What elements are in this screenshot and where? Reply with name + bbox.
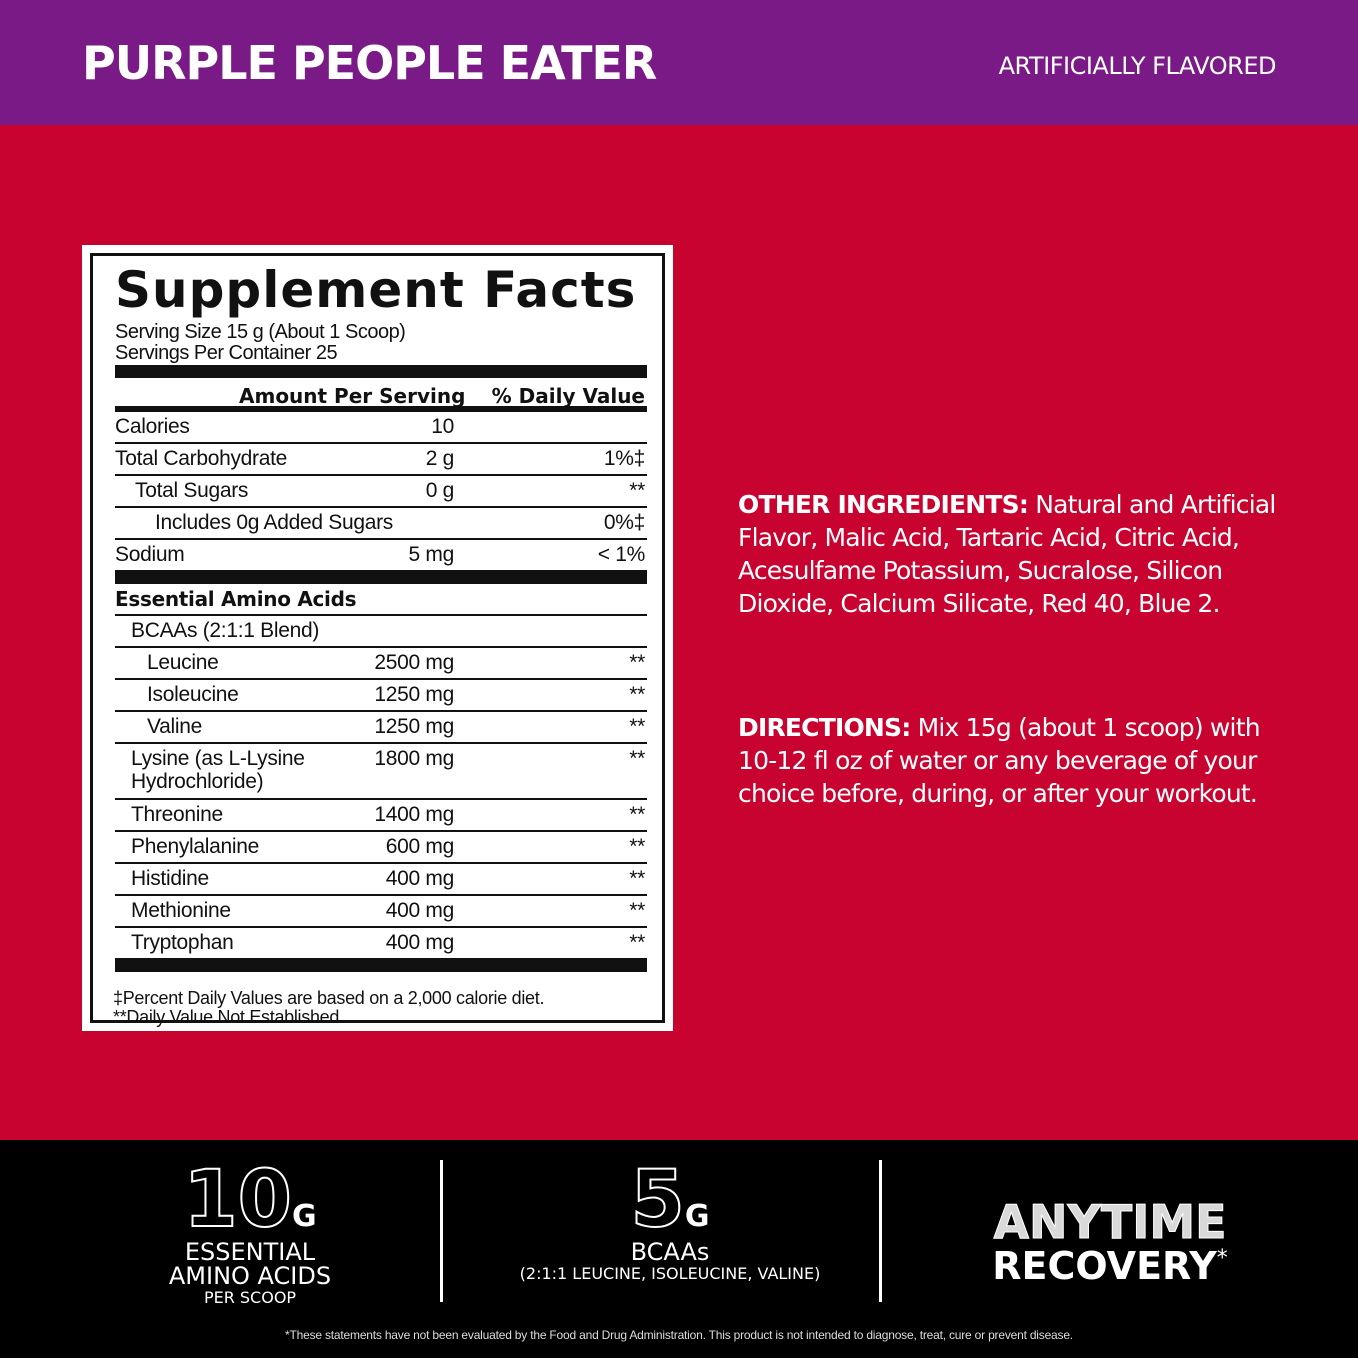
nutrient-name: Leucine: [147, 651, 219, 674]
nutrient-daily-value: **: [629, 803, 645, 826]
feature-footer: 10G ESSENTIAL AMINO ACIDS PER SCOOP 5G B…: [0, 1140, 1358, 1358]
nutrient-daily-value: **: [629, 683, 645, 706]
directions-label: DIRECTIONS:: [738, 713, 911, 742]
nutrient-name: Sodium: [115, 543, 185, 566]
nutrient-amount: 1250 mg: [374, 683, 454, 706]
nutrient-daily-value: **: [629, 899, 645, 922]
eaa-feature: 10G ESSENTIAL AMINO ACIDS PER SCOOP: [110, 1159, 390, 1307]
nutrient-daily-value: **: [629, 747, 645, 770]
nutrient-name: Lysine (as L-Lysine Hydrochloride): [131, 747, 305, 793]
nutrient-daily-value: 1%‡: [603, 447, 645, 470]
facts-rows: Calories 10 Total Carbohydrate 2 g 1%‡ Total …: [115, 412, 647, 972]
nutrient-daily-value: **: [629, 651, 645, 674]
eaa-label-2: AMINO ACIDS: [168, 1262, 332, 1290]
directions: DIRECTIONS: Mix 15g (about 1 scoop) with…: [738, 711, 1298, 810]
nutrient-amount: 2 g: [425, 447, 455, 470]
divider-line: [440, 1160, 443, 1302]
nutrient-daily-value: 0%‡: [603, 511, 645, 534]
amount-header: Amount Per Serving: [239, 384, 466, 408]
facts-row: Sodium 5 mg < 1%: [115, 540, 647, 584]
servings-per-container: Servings Per Container 25: [115, 342, 338, 364]
recovery-text: RECOVERY: [992, 1244, 1217, 1288]
nutrient-amount: 10: [431, 415, 454, 438]
nutrient-name: Methionine: [131, 899, 231, 922]
nutrient-amount: 1400 mg: [374, 803, 454, 826]
bcaa-value: 5: [630, 1155, 686, 1245]
facts-row: Calories 10: [115, 412, 647, 444]
nutrient-amount: 5 mg: [408, 543, 455, 566]
divider-line: [879, 1160, 882, 1302]
facts-row: Includes 0g Added Sugars 0%‡: [115, 508, 647, 540]
footnote-not-established: **Daily Value Not Established.: [113, 1007, 344, 1027]
facts-row: Leucine 2500 mg **: [115, 648, 647, 680]
nutrient-amount: 1800 mg: [374, 747, 454, 770]
other-ingredients-text: Natural and Artificial Flavor, Malic Aci…: [738, 490, 1276, 618]
eaa-value: 10: [182, 1155, 293, 1245]
bcaa-ratio: (2:1:1 LEUCINE, ISOLEUCINE, VALINE): [519, 1264, 821, 1283]
nutrient-name: Threonine: [131, 803, 223, 826]
nutrient-daily-value: **: [629, 867, 645, 890]
anytime-text: ANYTIME: [993, 1195, 1227, 1249]
facts-row: BCAAs (2:1:1 Blend): [115, 616, 647, 648]
nutrient-name: Isoleucine: [147, 683, 239, 706]
facts-row: Total Sugars 0 g **: [115, 476, 647, 508]
facts-title: Supplement Facts: [115, 261, 637, 319]
other-ingredients-label: OTHER INGREDIENTS:: [738, 490, 1029, 519]
nutrient-daily-value: **: [629, 479, 645, 502]
product-name: PURPLE PEOPLE EATER: [82, 36, 657, 90]
nutrient-amount: 400 mg: [385, 899, 455, 922]
nutrient-name: Valine: [147, 715, 203, 738]
nutrient-name: Total Carbohydrate: [115, 447, 288, 470]
footnote-dv: ‡Percent Daily Values are based on a 2,0…: [113, 988, 545, 1008]
column-headers: Amount Per Serving % Daily Value: [115, 379, 647, 412]
nutrient-name: BCAAs (2:1:1 Blend): [131, 619, 320, 642]
facts-row: Tryptophan 400 mg **: [115, 928, 647, 972]
eaa-unit: G: [291, 1199, 317, 1234]
other-ingredients: OTHER INGREDIENTS: Natural and Artificia…: [738, 488, 1298, 620]
facts-row: Lysine (as L-Lysine Hydrochloride) 1800 m…: [115, 744, 647, 800]
nutrient-name: Includes 0g Added Sugars: [155, 511, 393, 534]
asterisk: *: [1216, 1246, 1228, 1271]
nutrient-name: Histidine: [131, 867, 209, 890]
facts-row: Phenylalanine 600 mg **: [115, 832, 647, 864]
nutrient-amount: 600 mg: [385, 835, 455, 858]
recovery-feature: ANYTIME RECOVERY*: [960, 1195, 1260, 1288]
divider: [115, 406, 647, 412]
thick-divider: [115, 365, 647, 378]
facts-row: Isoleucine 1250 mg **: [115, 680, 647, 712]
facts-row: Essential Amino Acids: [115, 584, 647, 616]
bcaa-unit: G: [684, 1199, 710, 1234]
bcaa-label: BCAAs: [630, 1238, 710, 1266]
flavor-note: ARTIFICIALLY FLAVORED: [998, 52, 1277, 80]
eaa-label-3: PER SCOOP: [203, 1288, 297, 1307]
nutrient-name: Tryptophan: [131, 931, 234, 954]
eaa-label-1: ESSENTIAL: [184, 1238, 316, 1266]
serving-size: Serving Size 15 g (About 1 Scoop): [115, 321, 406, 343]
nutrient-name: Total Sugars: [135, 479, 249, 502]
facts-row: Methionine 400 mg **: [115, 896, 647, 928]
facts-row: Histidine 400 mg **: [115, 864, 647, 896]
directions-text: Mix 15g (about 1 scoop) with 10-12 fl oz…: [738, 713, 1261, 808]
nutrient-name: Calories: [115, 415, 190, 438]
facts-row: Valine 1250 mg **: [115, 712, 647, 744]
footnotes: ‡Percent Daily Values are based on a 2,0…: [113, 989, 544, 1027]
nutrient-name: Phenylalanine: [131, 835, 260, 858]
nutrient-daily-value: **: [629, 931, 645, 954]
nutrient-name: Essential Amino Acids: [115, 587, 357, 611]
nutrient-amount: 2500 mg: [374, 651, 454, 674]
nutrient-daily-value: **: [629, 715, 645, 738]
facts-row: Total Carbohydrate 2 g 1%‡: [115, 444, 647, 476]
header-banner: PURPLE PEOPLE EATER ARTIFICIALLY FLAVORE…: [0, 0, 1358, 125]
fda-disclaimer: *These statements have not been evaluate…: [285, 1328, 1073, 1342]
nutrient-daily-value: < 1%: [597, 543, 646, 566]
nutrient-amount: 0 g: [425, 479, 455, 502]
bcaa-feature: 5G BCAAs (2:1:1 LEUCINE, ISOLEUCINE, VAL…: [470, 1159, 870, 1283]
daily-value-header: % Daily Value: [491, 384, 645, 408]
facts-row: Threonine 1400 mg **: [115, 800, 647, 832]
nutrient-daily-value: **: [629, 835, 645, 858]
nutrient-amount: 400 mg: [385, 931, 455, 954]
nutrient-amount: 1250 mg: [374, 715, 454, 738]
supplement-facts-panel: Supplement Facts Serving Size 15 g (Abou…: [82, 245, 673, 1031]
nutrient-amount: 400 mg: [385, 867, 455, 890]
